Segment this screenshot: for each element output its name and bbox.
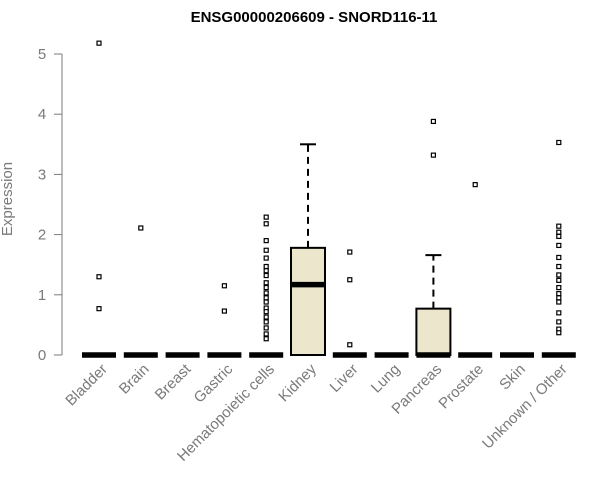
x-tick-label: Prostate (435, 361, 487, 413)
x-tick-label: Bladder (62, 361, 111, 410)
outlier-point (430, 118, 436, 125)
outlier-point (263, 319, 269, 325)
outlier-point (263, 284, 269, 291)
chart-title: ENSG00000206609 - SNORD116-11 (191, 9, 438, 26)
y-tick-label: 1 (38, 287, 46, 304)
outlier-point (263, 255, 269, 261)
outlier-point (556, 139, 562, 146)
x-tick-label: Liver (327, 361, 362, 396)
box-kidney (290, 143, 326, 356)
outlier-point (556, 310, 562, 316)
y-tick-label: 0 (38, 347, 46, 364)
outlier-point (263, 309, 269, 315)
x-tick-label: Skin (496, 361, 529, 394)
outlier-point (263, 290, 269, 296)
y-axis-label: Expression (0, 162, 16, 236)
outlier-point (556, 319, 562, 325)
box-prostate (458, 182, 493, 358)
outlier-point (263, 221, 269, 227)
outlier-point (263, 299, 269, 305)
outlier-point (263, 214, 269, 220)
box-rect (415, 307, 452, 356)
y-tick-label: 3 (38, 166, 46, 183)
box-liver (332, 249, 367, 358)
outlier-point (556, 290, 562, 297)
box-rect (290, 246, 326, 356)
outlier-point (96, 40, 102, 46)
outlier-point (263, 314, 269, 320)
y-tick-label: 2 (38, 227, 46, 244)
outlier-point (556, 284, 562, 291)
outlier-point (263, 263, 269, 270)
outlier-point (263, 268, 269, 274)
outlier-point (556, 277, 562, 283)
outlier-point (263, 295, 269, 301)
outlier-point (430, 152, 436, 158)
outlier-point (556, 263, 562, 270)
outlier-point (263, 247, 269, 253)
x-tick-label: Kidney (275, 360, 320, 405)
box-gastric (207, 283, 242, 358)
box-brain (123, 225, 158, 358)
outlier-point (347, 249, 353, 255)
outlier-point (263, 325, 269, 331)
outlier-point (556, 229, 562, 235)
outlier-point (221, 308, 227, 314)
y-tick-label: 4 (38, 106, 46, 123)
x-tick-label: Brain (116, 361, 153, 398)
x-tick-label: Lung (368, 361, 404, 397)
box-bladder (82, 40, 116, 358)
outlier-point (221, 283, 227, 289)
outlier-point (556, 299, 562, 305)
box-unknown-other (541, 139, 576, 358)
y-tick-label: 5 (38, 46, 46, 63)
outlier-point (556, 330, 562, 336)
outlier-point (472, 182, 478, 188)
outlier-point (556, 272, 562, 278)
outlier-point (347, 342, 353, 348)
outlier-point (263, 331, 269, 337)
outlier-point (96, 306, 102, 312)
box-hematopoietic-cells (249, 214, 284, 358)
outlier-point (96, 274, 102, 280)
outlier-point (556, 242, 562, 249)
y-axis: 0 1 2 3 4 5 (38, 46, 63, 364)
boxes (82, 40, 576, 358)
box-pancreas (415, 118, 452, 358)
outlier-point (556, 233, 562, 240)
outlier-point (556, 223, 562, 229)
outlier-point (556, 254, 562, 261)
outlier-point (556, 295, 562, 301)
outlier-point (263, 280, 269, 286)
x-tick-label: Breast (152, 360, 195, 403)
outlier-point (347, 277, 353, 283)
outlier-point (263, 238, 269, 244)
outlier-point (138, 225, 144, 231)
outlier-point (263, 336, 269, 342)
outlier-point (263, 272, 269, 279)
